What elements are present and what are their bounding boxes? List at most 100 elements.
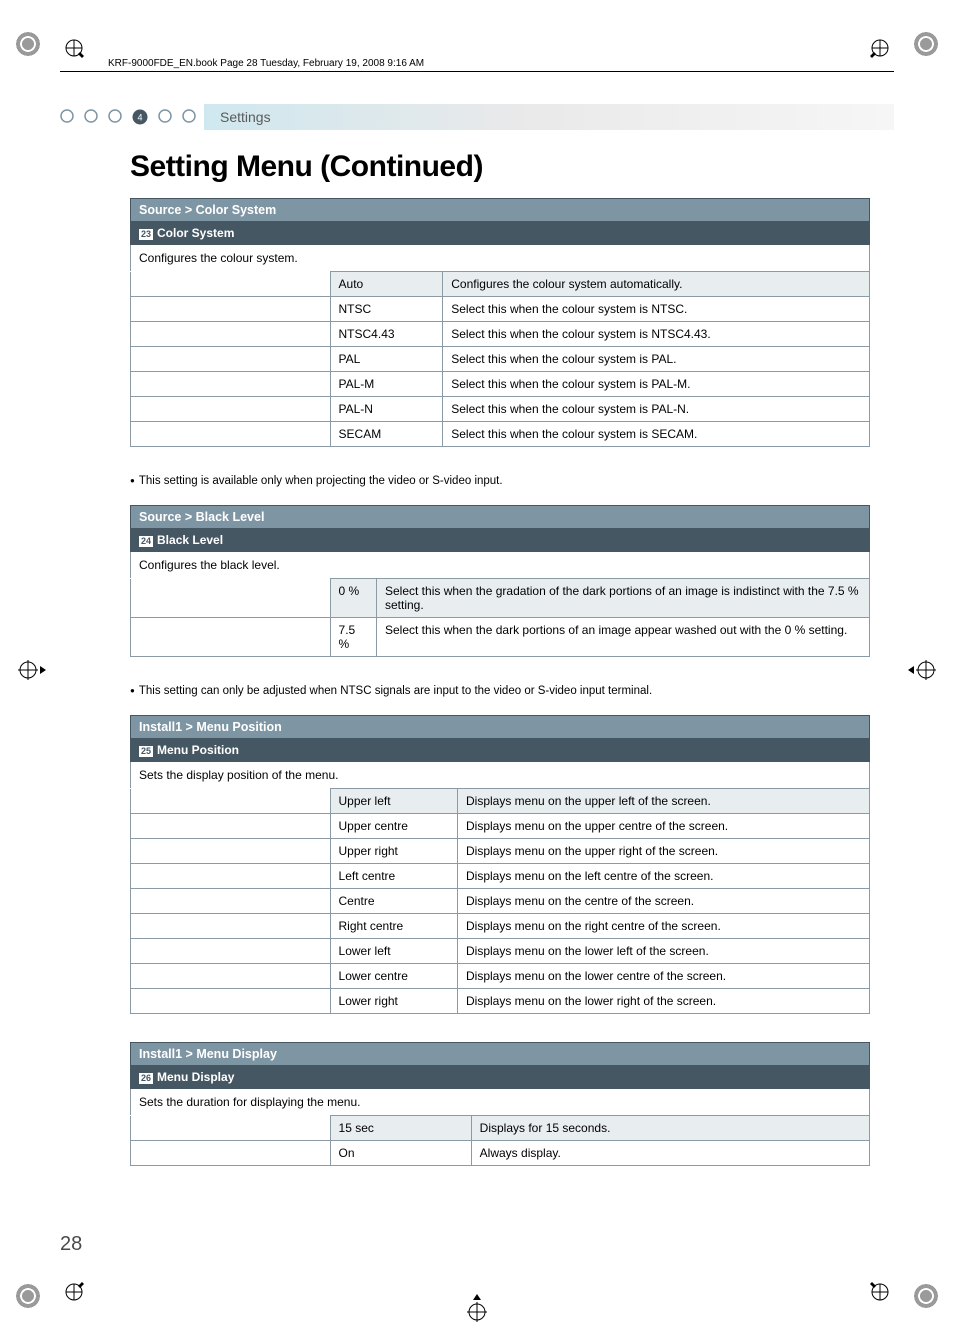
option-row: 15 secDisplays for 15 seconds. bbox=[131, 1116, 870, 1141]
option-row: CentreDisplays menu on the centre of the… bbox=[131, 889, 870, 914]
option-name: Upper right bbox=[330, 839, 457, 864]
spacer-cell bbox=[131, 789, 331, 814]
section-sub-label: Menu Position bbox=[157, 743, 239, 757]
option-name: PAL-M bbox=[330, 372, 443, 397]
option-name: Auto bbox=[330, 272, 443, 297]
option-description: Displays menu on the left centre of the … bbox=[457, 864, 869, 889]
option-description: Displays menu on the lower left of the s… bbox=[457, 939, 869, 964]
option-description: Select this when the gradation of the da… bbox=[377, 579, 870, 618]
option-description: Select this when the colour system is PA… bbox=[443, 347, 870, 372]
option-row: 0 %Select this when the gradation of the… bbox=[131, 579, 870, 618]
crop-mark-ml bbox=[18, 660, 46, 680]
section-number: 26 bbox=[139, 1073, 153, 1084]
option-description: Displays menu on the lower right of the … bbox=[457, 989, 869, 1014]
settings-section: Install1 > Menu Display 26 Menu Display Set… bbox=[130, 1042, 870, 1166]
option-name: 15 sec bbox=[330, 1116, 471, 1141]
option-name: Centre bbox=[330, 889, 457, 914]
spacer-cell bbox=[131, 814, 331, 839]
section-sub-header: 25 Menu Position bbox=[130, 739, 870, 762]
spacer-cell bbox=[131, 939, 331, 964]
option-name: NTSC bbox=[330, 297, 443, 322]
option-row: SECAMSelect this when the colour system … bbox=[131, 422, 870, 447]
section-breadcrumb: Source > Black Level bbox=[130, 505, 870, 529]
option-row: Upper centreDisplays menu on the upper c… bbox=[131, 814, 870, 839]
option-row: PALSelect this when the colour system is… bbox=[131, 347, 870, 372]
option-name: On bbox=[330, 1141, 471, 1166]
options-table: Upper leftDisplays menu on the upper lef… bbox=[130, 788, 870, 1014]
option-row: NTSCSelect this when the colour system i… bbox=[131, 297, 870, 322]
option-name: PAL-N bbox=[330, 397, 443, 422]
spacer-cell bbox=[131, 889, 331, 914]
options-table: 0 %Select this when the gradation of the… bbox=[130, 578, 870, 657]
option-row: NTSC4.43Select this when the colour syst… bbox=[131, 322, 870, 347]
option-description: Select this when the colour system is PA… bbox=[443, 397, 870, 422]
spacer-cell bbox=[131, 422, 331, 447]
crop-mark-mb bbox=[467, 1294, 487, 1322]
registration-mark-bl bbox=[14, 1282, 42, 1310]
option-description: Select this when the colour system is PA… bbox=[443, 372, 870, 397]
option-row: OnAlways display. bbox=[131, 1141, 870, 1166]
option-row: AutoConfigures the colour system automat… bbox=[131, 272, 870, 297]
spacer-cell bbox=[131, 297, 331, 322]
option-row: Right centreDisplays menu on the right c… bbox=[131, 914, 870, 939]
option-row: 7.5 %Select this when the dark portions … bbox=[131, 618, 870, 657]
spacer-cell bbox=[131, 372, 331, 397]
section-breadcrumb: Install1 > Menu Display bbox=[130, 1042, 870, 1066]
spacer-cell bbox=[131, 579, 331, 618]
section-note: This setting is available only when proj… bbox=[130, 475, 894, 487]
spacer-cell bbox=[131, 272, 331, 297]
section-number: 24 bbox=[139, 536, 153, 547]
section-sub-header: 26 Menu Display bbox=[130, 1066, 870, 1089]
option-name: Left centre bbox=[330, 864, 457, 889]
option-description: Select this when the colour system is NT… bbox=[443, 297, 870, 322]
section-number: 23 bbox=[139, 229, 153, 240]
spacer-cell bbox=[131, 964, 331, 989]
option-name: Lower right bbox=[330, 989, 457, 1014]
settings-section: Source > Color System23Color SystemConfi… bbox=[130, 198, 870, 447]
crop-mark-bl bbox=[64, 1282, 84, 1302]
section-description: Configures the black level. bbox=[130, 552, 870, 578]
spacer-cell bbox=[131, 347, 331, 372]
tab-label: Settings bbox=[204, 104, 894, 130]
registration-mark-tr bbox=[912, 30, 940, 58]
settings-section: Install1 > Menu Position25Menu PositionS… bbox=[130, 715, 870, 1014]
registration-mark-br bbox=[912, 1282, 940, 1310]
section-note: This setting can only be adjusted when N… bbox=[130, 685, 894, 697]
header-rule bbox=[60, 71, 894, 72]
crop-mark-br bbox=[870, 1282, 890, 1302]
tab-step-circles: 4 bbox=[60, 109, 196, 125]
section-description: Configures the colour system. bbox=[130, 245, 870, 271]
section-description: Sets the duration for displaying the men… bbox=[130, 1089, 870, 1115]
option-row: Left centreDisplays menu on the left cen… bbox=[131, 864, 870, 889]
option-row: Lower rightDisplays menu on the lower ri… bbox=[131, 989, 870, 1014]
crop-mark-mr bbox=[908, 660, 936, 680]
tab-bar: 4 Settings bbox=[60, 104, 894, 130]
section-sub-label: Menu Display bbox=[157, 1070, 234, 1084]
option-description: Displays menu on the centre of the scree… bbox=[457, 889, 869, 914]
svg-text:4: 4 bbox=[137, 113, 142, 123]
option-description: Displays menu on the upper left of the s… bbox=[457, 789, 869, 814]
option-description: Displays menu on the lower centre of the… bbox=[457, 964, 869, 989]
option-description: Select this when the colour system is NT… bbox=[443, 322, 870, 347]
spacer-cell bbox=[131, 618, 331, 657]
registration-mark-tl bbox=[14, 30, 42, 58]
option-description: Select this when the dark portions of an… bbox=[377, 618, 870, 657]
option-name: Lower centre bbox=[330, 964, 457, 989]
spacer-cell bbox=[131, 989, 331, 1014]
section-number: 25 bbox=[139, 746, 153, 757]
spacer-cell bbox=[131, 1141, 331, 1166]
option-name: 0 % bbox=[330, 579, 376, 618]
option-row: Upper rightDisplays menu on the upper ri… bbox=[131, 839, 870, 864]
option-description: Select this when the colour system is SE… bbox=[443, 422, 870, 447]
option-description: Displays menu on the upper right of the … bbox=[457, 839, 869, 864]
page-title: Setting Menu (Continued) bbox=[130, 150, 894, 184]
section-sub-header: 24Black Level bbox=[130, 529, 870, 552]
page-number: 28 bbox=[60, 1233, 82, 1256]
options-table: 15 secDisplays for 15 seconds.OnAlways d… bbox=[130, 1115, 870, 1166]
options-table: AutoConfigures the colour system automat… bbox=[130, 271, 870, 447]
option-row: Lower leftDisplays menu on the lower lef… bbox=[131, 939, 870, 964]
option-row: Lower centreDisplays menu on the lower c… bbox=[131, 964, 870, 989]
option-row: Upper leftDisplays menu on the upper lef… bbox=[131, 789, 870, 814]
spacer-cell bbox=[131, 322, 331, 347]
settings-section: Source > Black Level24Black LevelConfigu… bbox=[130, 505, 870, 657]
